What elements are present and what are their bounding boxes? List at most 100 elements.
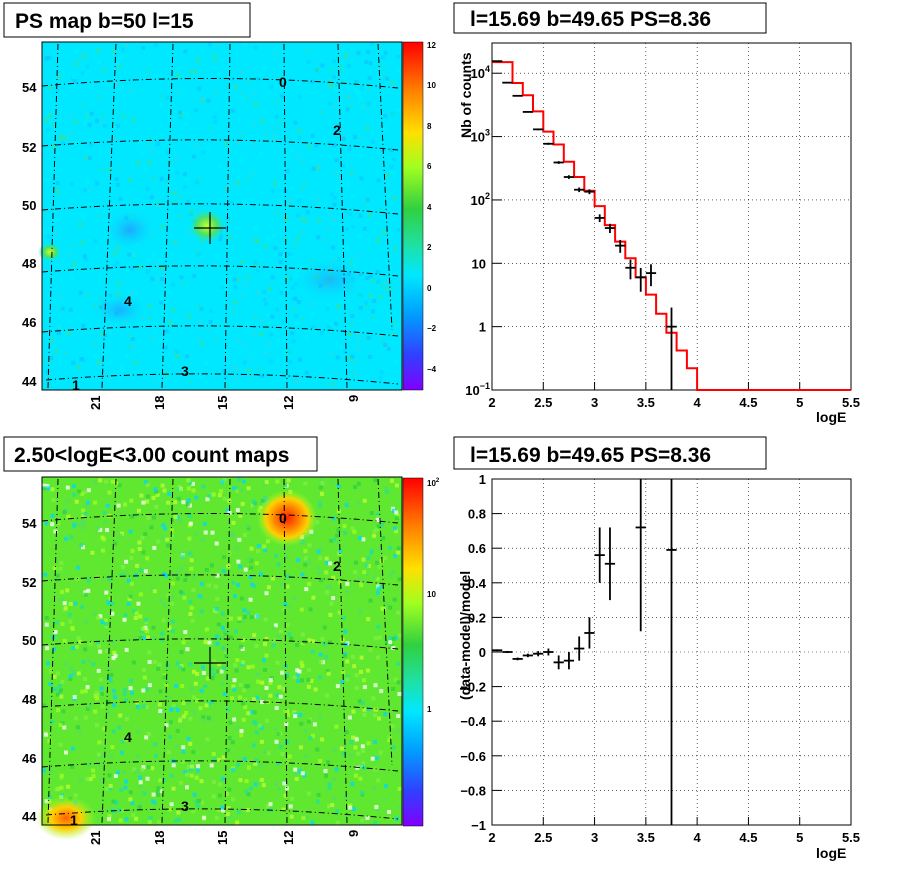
count-map-pixel (151, 792, 156, 797)
count-map-pixel (358, 609, 363, 614)
ps-map-pixel (69, 132, 74, 137)
count-map-pixel (201, 484, 206, 489)
count-map-pixel (165, 537, 170, 542)
count-map-pixel (375, 515, 380, 520)
ps-map-pixel (263, 350, 268, 355)
count-map-pixel (138, 635, 143, 640)
ps-map-pixel (341, 80, 346, 85)
count-map-pixel (188, 662, 193, 667)
ps-map-pixel (168, 320, 173, 325)
ps-map-pixel (257, 263, 262, 268)
count-map-pixel (138, 784, 143, 788)
count-map-pixel (52, 566, 57, 571)
ps-map-pixel (325, 306, 330, 311)
count-map-pixel (134, 816, 139, 821)
count-map-pixel (286, 605, 291, 610)
ps-map-pixel (335, 355, 340, 360)
ps-map-pixel (376, 178, 381, 183)
count-map-pixel (148, 816, 153, 821)
ps-map-pixel (367, 355, 372, 359)
count-map-pixel (153, 753, 158, 758)
count-map-pixel (295, 643, 299, 647)
count-map-pixel (106, 577, 111, 582)
ps-map-pixel (379, 282, 384, 287)
count-map-pixel (371, 696, 376, 701)
count-map-pixel (234, 629, 238, 634)
count-map-pixel (209, 563, 214, 568)
count-map-pixel (254, 721, 259, 726)
count-map-pixel (142, 636, 147, 641)
ps-map-pixel (174, 90, 179, 95)
ps-map-source-1: 1 (72, 377, 80, 393)
count-map-pixel (231, 684, 236, 689)
count-map-pixel (328, 640, 332, 645)
residual-x-tick-label: 2.5 (534, 830, 552, 845)
count-map-pixel (254, 730, 259, 735)
count-map-pixel (178, 590, 183, 594)
count-map-pixel (373, 740, 377, 744)
count-map-pixel (360, 700, 365, 705)
count-map-pixel (348, 803, 352, 808)
count-map-pixel (170, 601, 175, 606)
count-map-pixel (158, 689, 163, 694)
ps-map-pixel (128, 199, 133, 203)
count-map-pixel (86, 488, 91, 493)
count-map-pixel (273, 623, 278, 628)
ps-map-pixel (365, 126, 370, 130)
count-map-pixel (86, 658, 91, 663)
count-map-pixel (342, 744, 347, 749)
ps-map-pixel (278, 65, 283, 69)
count-map-pixel (225, 707, 230, 712)
count-map-pixel (288, 804, 293, 809)
count-map-pixel (194, 531, 199, 536)
count-map-pixel (242, 757, 247, 761)
count-map-pixel (161, 571, 166, 576)
residual-x-tick-label: 2 (488, 830, 495, 845)
count-map-pixel (303, 481, 308, 486)
count-map-pixel (125, 717, 130, 721)
count-map-pixel (164, 723, 169, 728)
ps-map-pixel (389, 147, 394, 152)
count-map-pixel (113, 541, 118, 546)
ps-map-pixel (68, 114, 73, 119)
count-map-pixel (187, 536, 192, 541)
count-map-pixel (232, 717, 237, 722)
ps-map-pixel (395, 67, 400, 72)
ps-map-pixel (234, 377, 239, 382)
ps-map-pixel (343, 246, 348, 251)
count-map-pixel (58, 742, 63, 747)
count-map-pixel (54, 620, 59, 625)
ps-map-pixel (315, 197, 320, 201)
count-map-pixel (143, 480, 148, 485)
count-map-pixel (307, 543, 312, 548)
count-map-pixel (51, 687, 56, 692)
count-map-pixel (315, 799, 320, 804)
count-map-pixel (109, 672, 114, 677)
count-map-pixel (318, 578, 323, 583)
count-map-pixel (145, 705, 150, 710)
count-map-pixel (353, 745, 358, 750)
count-map-pixel (229, 635, 234, 640)
count-map-pixel (388, 574, 393, 579)
ps-map-pixel (213, 339, 217, 343)
ps-map-pixel (233, 85, 238, 90)
ps-map-pixel (48, 86, 53, 90)
ps-map-x-ticks: 21 18 15 12 9 (88, 395, 361, 410)
ps-map-pixel (364, 200, 369, 205)
count-map-pixel (391, 745, 396, 750)
ps-map-pixel (270, 314, 275, 319)
ps-map-pixel (285, 203, 290, 207)
count-map-pixel (366, 564, 371, 568)
count-map-pixel (61, 709, 66, 714)
ps-map-pixel (243, 43, 247, 48)
count-map-pixel (123, 571, 128, 575)
count-map-pixel (331, 596, 336, 601)
count-map-pixel (133, 573, 138, 578)
count-map-pixel (238, 778, 243, 783)
count-map-coord-grid (41, 478, 399, 824)
count-map-pixel (388, 636, 393, 641)
count-map-pixel (191, 488, 196, 493)
count-map-pixel (167, 625, 172, 630)
count-map-pixel (145, 628, 150, 633)
count-map-pixel (228, 720, 233, 725)
